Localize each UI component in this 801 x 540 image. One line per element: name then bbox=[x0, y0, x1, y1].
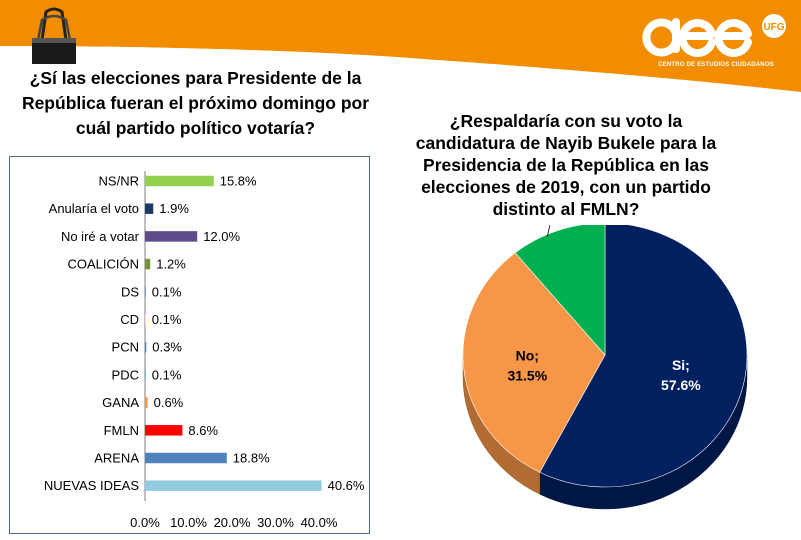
category-label: PDC bbox=[112, 367, 139, 382]
bar bbox=[145, 452, 227, 464]
x-tick-label: 40.0% bbox=[301, 515, 338, 530]
category-label: PCN bbox=[112, 340, 139, 355]
pie-chart: Si;57.6%No;31.5%NS/NR10.9% bbox=[462, 225, 748, 510]
category-label: NUEVAS IDEAS bbox=[44, 478, 139, 493]
data-label: 0.1% bbox=[152, 284, 182, 299]
svg-text:UFG: UFG bbox=[763, 22, 784, 33]
binder-clip-icon bbox=[32, 7, 76, 64]
pie-label: Si; bbox=[672, 357, 690, 373]
bar-chart-frame: NS/NR 15.8% Anularía el voto 1.9% No iré a v… bbox=[9, 156, 370, 534]
pie-value-label: 57.6% bbox=[661, 377, 701, 393]
category-label: ARENA bbox=[94, 451, 139, 466]
aeo-ufg-logo: UFG bbox=[642, 14, 786, 57]
bar bbox=[145, 286, 146, 298]
category-label: GANA bbox=[102, 395, 139, 410]
category-label: FMLN bbox=[104, 423, 139, 438]
bar bbox=[145, 203, 154, 214]
bar bbox=[145, 314, 146, 325]
x-tick-label: 10.0% bbox=[170, 515, 207, 530]
category-label: NS/NR bbox=[99, 174, 139, 189]
x-tick-label: 0.0% bbox=[130, 515, 160, 530]
bar bbox=[145, 369, 146, 381]
bar bbox=[145, 480, 322, 491]
category-label: Anularía el voto bbox=[49, 201, 139, 216]
leader-line bbox=[546, 225, 551, 237]
pie-slice bbox=[539, 225, 748, 488]
header-orange-band bbox=[0, 0, 801, 92]
bar bbox=[145, 341, 147, 353]
brand-subtitle: CENTRO DE ESTUDIOS CIUDADANOS bbox=[658, 62, 774, 68]
data-label: 1.2% bbox=[156, 257, 186, 272]
data-label: 18.8% bbox=[233, 451, 270, 466]
data-label: 8.6% bbox=[188, 423, 218, 438]
category-label: CD bbox=[120, 312, 139, 327]
left-question-title: ¿Sí las elecciones para Presidente de la… bbox=[21, 68, 370, 138]
right-question-title: ¿Respaldaría con su voto la candidatura … bbox=[415, 111, 717, 219]
pie-value-label: 31.5% bbox=[507, 368, 547, 384]
brand-logo: UFG CENTRO DE ESTUDIOS CIUDADANOS bbox=[642, 8, 790, 72]
data-label: 12.0% bbox=[203, 229, 240, 244]
bar bbox=[145, 175, 214, 187]
pie-slice bbox=[462, 252, 606, 473]
bar bbox=[145, 258, 151, 270]
category-label: DS bbox=[121, 284, 139, 299]
data-label: 0.3% bbox=[152, 340, 182, 355]
bar bbox=[145, 397, 148, 408]
bar bbox=[145, 425, 183, 436]
data-label: 15.8% bbox=[220, 174, 257, 189]
data-label: 40.6% bbox=[328, 478, 365, 493]
bar bbox=[145, 231, 198, 242]
data-label: 0.1% bbox=[152, 367, 182, 382]
pie-label: No; bbox=[516, 348, 539, 364]
header-swoosh bbox=[0, 46, 801, 98]
header-banner bbox=[0, 0, 801, 98]
bar-chart: NS/NR 15.8% Anularía el voto 1.9% No iré a v… bbox=[44, 171, 365, 530]
data-label: 0.6% bbox=[154, 395, 184, 410]
category-label: COALICIÓN bbox=[67, 257, 139, 272]
x-tick-label: 30.0% bbox=[257, 515, 294, 530]
category-label: No iré a votar bbox=[61, 229, 140, 244]
data-label: 0.1% bbox=[152, 312, 182, 327]
x-tick-label: 20.0% bbox=[214, 515, 251, 530]
data-label: 1.9% bbox=[159, 201, 189, 216]
pie-slice bbox=[514, 225, 606, 356]
